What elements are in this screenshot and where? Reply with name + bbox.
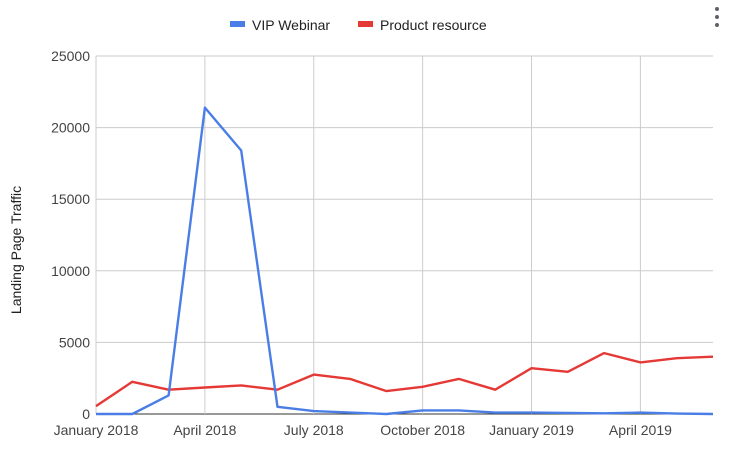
y-tick-label: 0 [82, 406, 90, 422]
grid [95, 55, 713, 415]
x-tick-label: October 2018 [380, 422, 465, 438]
y-tick-label: 15000 [51, 191, 90, 207]
x-tick-label: July 2018 [284, 422, 344, 438]
legend-label: Product resource [380, 17, 487, 33]
series-line-product-resource [95, 351, 714, 408]
more-vert-icon[interactable] [715, 7, 719, 11]
y-tick-label: 20000 [51, 120, 90, 136]
y-tick-label: 5000 [59, 334, 90, 350]
legend-swatch [230, 21, 245, 27]
y-tick-labels: 0 5000 10000 15000 20000 25000 [51, 48, 90, 422]
y-tick-label: 25000 [51, 48, 90, 64]
y-axis-label: Landing Page Traffic [8, 186, 24, 314]
x-tick-labels: January 2018 April 2018 July 2018 October 2… [54, 422, 673, 438]
more-vert-icon-dot[interactable] [715, 23, 719, 27]
series-lines [95, 106, 714, 416]
x-tick-label: January 2018 [54, 422, 139, 438]
y-tick-label: 10000 [51, 263, 90, 279]
legend: VIP Webinar Product resource [230, 17, 487, 33]
legend-swatch [358, 21, 373, 27]
x-tick-label: April 2018 [173, 422, 236, 438]
more-vert-icon-dot[interactable] [715, 15, 719, 19]
legend-label: VIP Webinar [252, 17, 330, 33]
x-tick-label: April 2019 [609, 422, 672, 438]
series-line-vip-webinar [96, 106, 714, 416]
x-tick-label: January 2019 [489, 422, 574, 438]
